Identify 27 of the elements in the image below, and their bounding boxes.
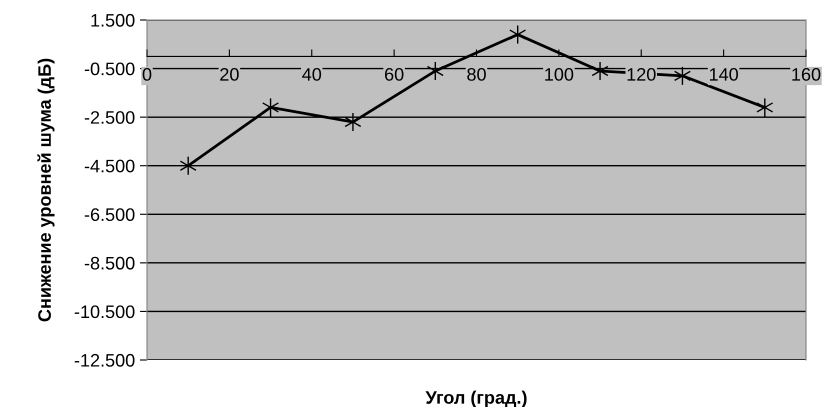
y-tick-label: -12.500 <box>74 354 134 367</box>
point <box>509 24 526 44</box>
y-axis-title: Снижение уровней шума (дБ) <box>37 58 55 322</box>
point <box>180 156 197 176</box>
point <box>262 98 280 118</box>
y-tick-label: -10.500 <box>74 305 134 318</box>
point <box>674 66 691 86</box>
x-tick-label: 40 <box>302 68 322 81</box>
point <box>592 61 609 81</box>
y-tick-label: -0.500 <box>84 62 134 76</box>
x-tick-label: 0 <box>142 68 152 81</box>
y-tick-label: -8.500 <box>84 256 134 270</box>
x-tick-label: 120 <box>628 68 656 81</box>
y-tick-label: -4.500 <box>84 160 134 172</box>
point <box>426 61 444 81</box>
x-tick-label: 20 <box>220 68 239 81</box>
x-axis-title: Угол (град.) <box>426 390 527 407</box>
y-tick-label: -2.500 <box>84 111 134 124</box>
x-tick-label: 100 <box>545 68 574 81</box>
x-tick-label: 160 <box>792 68 820 81</box>
y-tick-label: 1.500 <box>91 14 134 27</box>
x-tick-label: 140 <box>710 68 738 81</box>
point <box>344 112 362 132</box>
x-tick-label: 80 <box>467 68 486 81</box>
point <box>756 98 774 118</box>
y-tick-label: -6.500 <box>84 208 134 222</box>
x-tick-label: 60 <box>385 68 404 81</box>
